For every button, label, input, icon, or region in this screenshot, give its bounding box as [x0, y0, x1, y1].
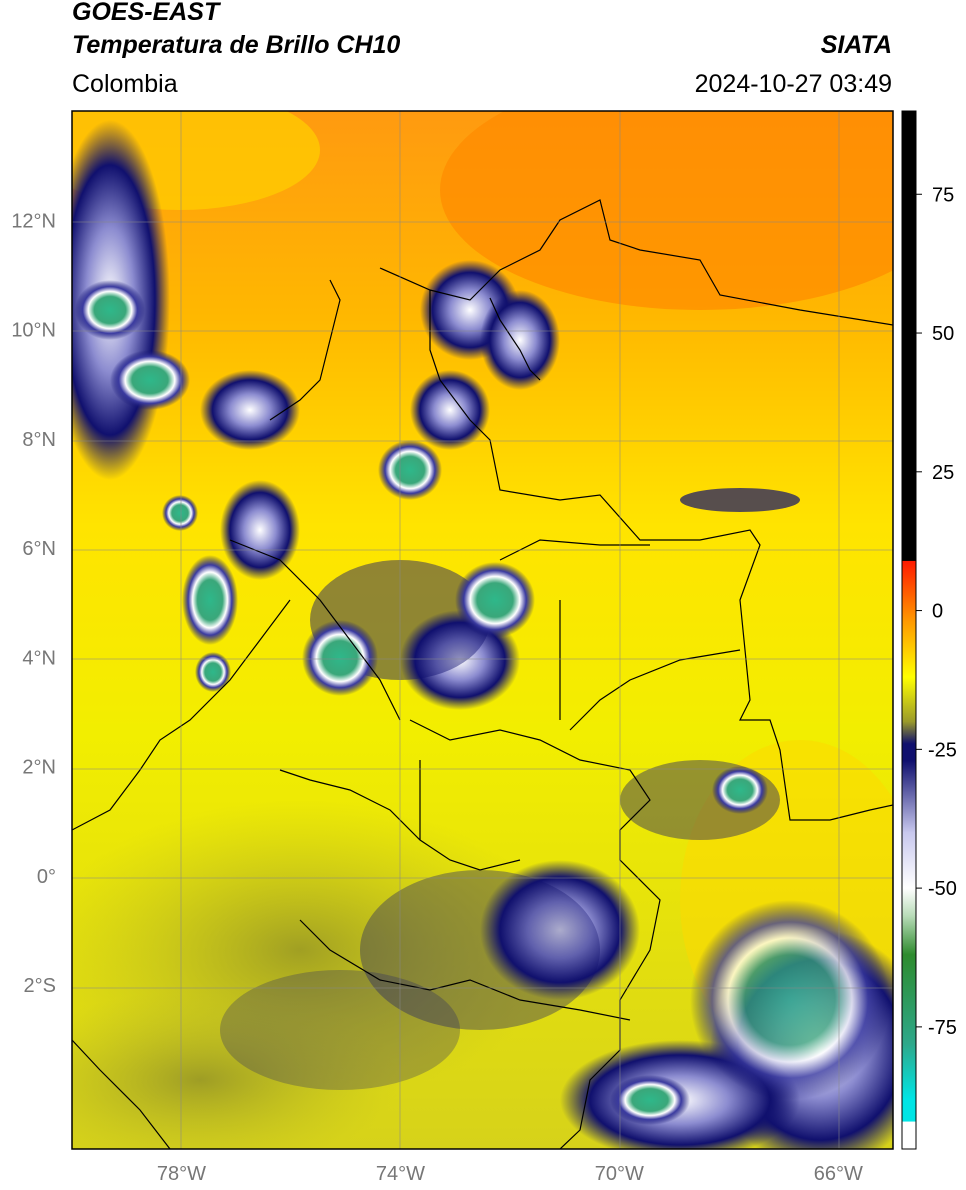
satellite-title: GOES-EAST — [72, 0, 220, 26]
latitude-label: 2°N — [22, 757, 56, 779]
latitude-label: 0° — [37, 866, 56, 888]
longitude-labels: 78°W 74°W 70°W 66°W — [157, 1163, 863, 1185]
region-label: Colombia — [72, 70, 178, 98]
map-imagery — [72, 111, 893, 1149]
latitude-label: 8°N — [22, 429, 56, 451]
colorbar-tick-label: -25 — [928, 739, 957, 761]
latitude-label: 10°N — [11, 320, 56, 342]
colorbar-tick-label: 50 — [932, 323, 954, 345]
colorbar-tick-label: -75 — [928, 1017, 957, 1039]
colorbar-tick-label: 0 — [932, 601, 943, 623]
colorbar-tick-label: 25 — [932, 462, 954, 484]
latitude-label: 6°N — [22, 538, 56, 560]
colorbar: 75 50 25 0 -25 -50 -75 — [901, 110, 957, 1150]
colorbar-tick-label: 75 — [932, 184, 954, 206]
longitude-label: 74°W — [376, 1163, 425, 1185]
country-borders — [72, 199, 893, 1149]
organization-label: SIATA — [820, 31, 892, 59]
latitude-label: 4°N — [22, 647, 56, 669]
latitude-labels: 12°N 10°N 8°N 6°N 4°N 2°N 0° 2°S — [11, 210, 56, 997]
colorbar-ticks: 75 50 25 0 -25 -50 -75 — [916, 184, 957, 1039]
colorbar-ramp — [901, 110, 917, 1150]
datetime-label: 2024-10-27 03:49 — [694, 70, 892, 98]
map-frame — [71, 110, 894, 1150]
colorbar-tick-label: -50 — [928, 878, 957, 900]
product-title: Temperatura de Brillo CH10 — [72, 31, 401, 59]
longitude-label: 70°W — [595, 1163, 644, 1185]
longitude-label: 78°W — [157, 1163, 206, 1185]
latitude-label: 12°N — [11, 210, 56, 232]
graticule — [72, 111, 893, 1149]
latitude-label: 2°S — [24, 975, 56, 997]
longitude-label: 66°W — [814, 1163, 863, 1185]
